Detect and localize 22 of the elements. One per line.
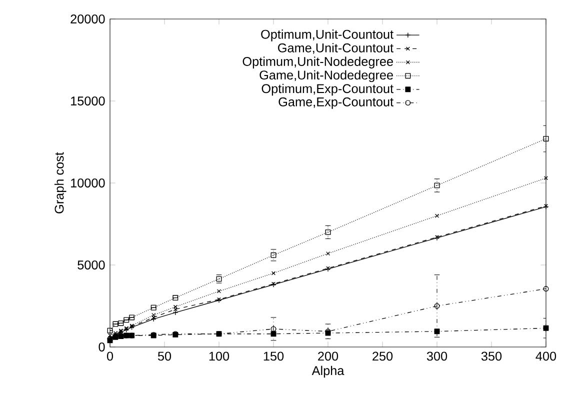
- legend-label: Game,Exp-Countout: [278, 97, 394, 109]
- x-tick-label: 200: [318, 352, 338, 361]
- x-tick-label: 150: [264, 352, 284, 361]
- legend-label: Optimum,Unit-Countout: [261, 30, 394, 42]
- x-tick-label: 0: [106, 352, 114, 361]
- x-tick-label: 100: [209, 352, 230, 361]
- legend-label: Optimum,Exp-Countout: [262, 84, 394, 96]
- x-tick-label: 350: [481, 352, 502, 361]
- x-tick-label: 250: [372, 352, 393, 361]
- x-tick-label: 50: [158, 352, 172, 361]
- legend-label: Game,Unit-Countout: [278, 43, 394, 54]
- x-tick-label: 400: [536, 352, 556, 361]
- x-axis-title: Alpha: [312, 366, 344, 378]
- legend-label: Optimum,Unit-Nodedegree: [242, 56, 393, 68]
- x-tick-label: 300: [426, 352, 448, 361]
- y-axis-title: Graph cost: [54, 152, 66, 214]
- y-tick-label: 10000: [71, 178, 105, 188]
- y-tick-label: 5000: [78, 260, 105, 270]
- legend-label: Game,Unit-Nodedegree: [260, 70, 393, 82]
- y-tick-label: 15000: [71, 96, 105, 106]
- y-tick-label: 20000: [70, 14, 105, 24]
- y-tick-label: 0: [98, 342, 105, 352]
